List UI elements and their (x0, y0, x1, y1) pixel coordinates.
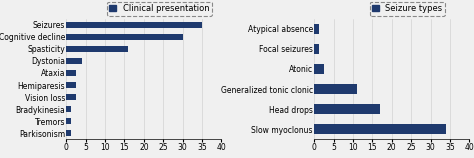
Legend: Seizure types: Seizure types (370, 2, 445, 15)
Bar (66, 118, 71, 124)
Bar (66, 82, 76, 88)
Legend: Clinical presentation: Clinical presentation (107, 2, 212, 15)
Bar (314, 24, 319, 34)
Bar (66, 58, 82, 64)
Bar (66, 46, 128, 52)
Bar (314, 84, 357, 94)
Bar (314, 64, 324, 74)
Bar (66, 22, 202, 28)
Bar (66, 130, 71, 136)
Bar (66, 106, 71, 112)
Bar (314, 104, 380, 114)
Bar (314, 124, 446, 134)
Bar (66, 34, 182, 40)
Bar (314, 44, 319, 54)
Bar (66, 70, 76, 76)
Bar (66, 94, 76, 100)
